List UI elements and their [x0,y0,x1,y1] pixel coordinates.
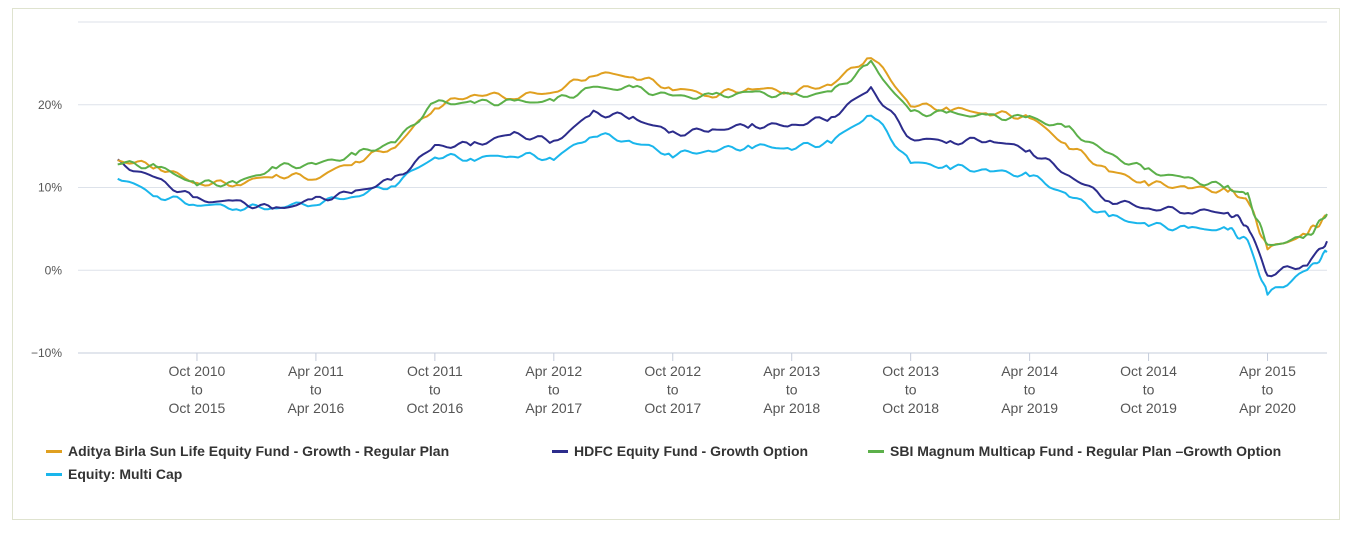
x-tick-label: to [191,382,203,398]
x-tick-label: Oct 2017 [644,400,701,416]
x-tick-label: to [667,382,679,398]
x-tick-label: Oct 2012 [644,363,701,379]
series-line [117,86,1328,278]
x-tick-label: Oct 2013 [882,363,939,379]
legend-label: HDFC Equity Fund - Growth Option [574,443,809,459]
x-tick-label: Apr 2020 [1239,400,1296,416]
x-tick-label: Oct 2011 [407,363,463,379]
x-tick-label: Apr 2015 [1239,363,1296,379]
series-lines [117,57,1328,296]
series-line [117,114,1328,296]
legend-item[interactable]: SBI Magnum Multicap Fund - Regular Plan … [868,443,1281,459]
x-tick-label: to [786,382,798,398]
x-tick-label: to [429,382,441,398]
x-tick-label: to [310,382,322,398]
x-tick-label: Oct 2018 [882,400,939,416]
x-tick-label: to [1143,382,1155,398]
legend-label: SBI Magnum Multicap Fund - Regular Plan … [890,443,1282,459]
y-tick-label: −10% [31,346,62,360]
x-tick-label: to [548,382,560,398]
legend-label: Aditya Birla Sun Life Equity Fund - Grow… [68,443,450,459]
legend-item[interactable]: HDFC Equity Fund - Growth Option [552,443,808,459]
x-tick-label: Apr 2017 [525,400,582,416]
x-tick-label: to [1024,382,1036,398]
y-tick-label: 20% [38,98,62,112]
legend-swatch [46,449,62,453]
legend-item[interactable]: Equity: Multi Cap [46,466,182,482]
x-tick-label: Oct 2015 [169,400,226,416]
x-tick-label: Apr 2011 [288,363,344,379]
x-tick-label: to [1262,382,1274,398]
x-axis-ticks: Oct 2010 to Oct 2015 Apr 2011 to Apr 2016 Oct … [169,353,1296,416]
x-tick-label: Oct 2010 [169,363,226,379]
series-line [117,57,1328,251]
legend-label: Equity: Multi Cap [68,466,183,482]
series-line [117,59,1328,246]
x-tick-label: Oct 2019 [1120,400,1177,416]
y-tick-label: 10% [38,181,62,195]
legend-item[interactable]: Aditya Birla Sun Life Equity Fund - Grow… [46,443,449,459]
x-tick-label: to [905,382,917,398]
y-tick-label: 0% [45,263,63,277]
x-tick-label: Apr 2012 [525,363,582,379]
x-tick-label: Apr 2016 [287,400,344,416]
x-tick-label: Apr 2013 [763,363,820,379]
x-tick-label: Apr 2014 [1001,363,1058,379]
legend-swatch [868,449,884,453]
legend-swatch [552,449,568,453]
x-tick-label: Apr 2018 [763,400,820,416]
x-tick-label: Apr 2019 [1001,400,1058,416]
gridlines [78,21,1327,354]
x-tick-label: Oct 2014 [1120,363,1177,379]
x-tick-label: Oct 2016 [406,400,463,416]
legend-swatch [46,472,62,476]
y-axis-ticks: −10% 0% 10% 20% [31,98,62,360]
chart-frame [12,8,1340,520]
